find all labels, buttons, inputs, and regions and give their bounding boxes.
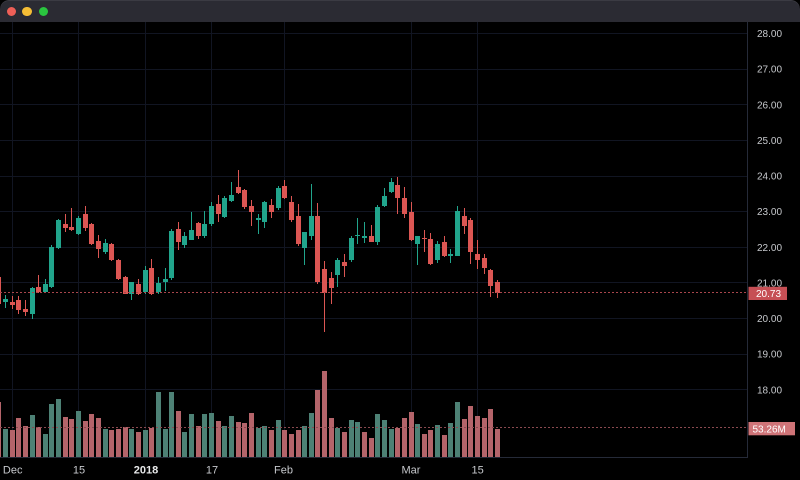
svg-text:26.00: 26.00 [757,100,782,111]
svg-text:21.00: 21.00 [757,278,782,289]
svg-text:2018: 2018 [134,465,158,477]
svg-text:27.00: 27.00 [757,65,782,76]
svg-text:15: 15 [73,465,85,477]
svg-text:25.00: 25.00 [757,136,782,147]
svg-text:20.00: 20.00 [757,314,782,325]
svg-text:Mar: Mar [402,465,421,477]
svg-text:23.00: 23.00 [757,207,782,218]
svg-text:53.26M: 53.26M [753,424,786,435]
svg-text:28.00: 28.00 [757,29,782,40]
svg-text:22.00: 22.00 [757,243,782,254]
svg-text:19.00: 19.00 [757,350,782,361]
svg-text:Dec: Dec [3,465,23,477]
svg-text:24.00: 24.00 [757,172,782,183]
svg-text:Feb: Feb [274,465,293,477]
svg-text:17: 17 [206,465,218,477]
svg-text:20.73: 20.73 [756,289,781,300]
svg-text:15: 15 [471,465,483,477]
svg-text:18.00: 18.00 [757,385,782,396]
